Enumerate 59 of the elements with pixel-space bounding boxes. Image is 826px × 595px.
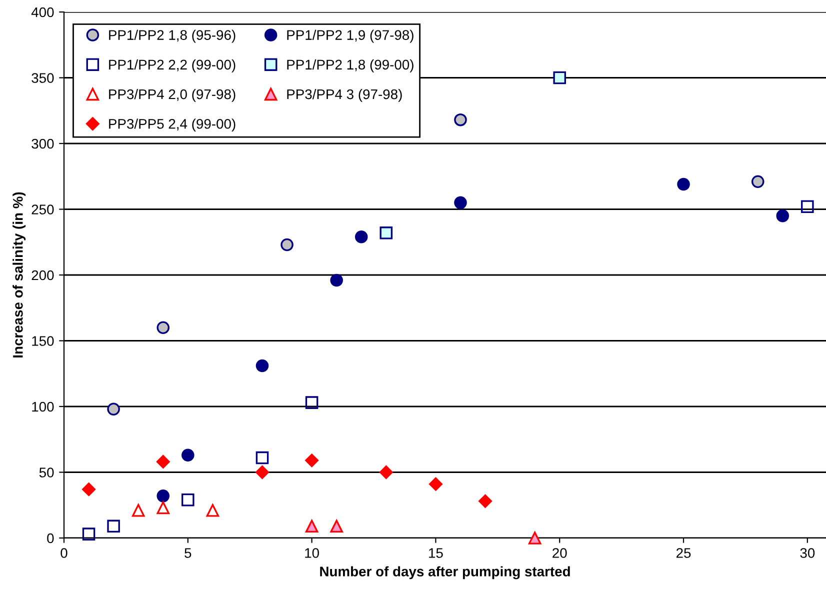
point <box>256 359 269 372</box>
y-tick-label: 400 <box>31 7 54 18</box>
point <box>330 274 343 287</box>
y-tick-label: 0 <box>47 533 54 544</box>
point <box>156 501 170 514</box>
point <box>280 238 294 252</box>
point <box>454 113 467 126</box>
point <box>528 532 542 544</box>
point <box>156 490 170 502</box>
point <box>751 175 764 188</box>
point <box>380 226 393 240</box>
y-tick-label: 50 <box>39 468 54 478</box>
y-tick-label: 200 <box>32 270 54 280</box>
x-tick-label: 5 <box>184 548 192 558</box>
y-tick-label: 350 <box>32 73 54 83</box>
legend-label: PP3/PP4 3 (97-98) <box>287 88 402 102</box>
point <box>354 230 368 244</box>
point <box>330 520 343 533</box>
point <box>182 448 194 462</box>
point <box>305 454 319 468</box>
point <box>107 520 120 533</box>
point <box>256 466 269 479</box>
y-tick-label: 250 <box>32 204 54 214</box>
point <box>379 466 393 479</box>
point <box>82 528 96 540</box>
x-tick-label: 20 <box>552 548 567 558</box>
point <box>677 178 690 191</box>
x-tick-label: 0 <box>60 548 68 558</box>
x-tick-label: 25 <box>676 548 691 558</box>
point <box>801 200 814 214</box>
y-tick-label: 300 <box>32 138 54 149</box>
legend-label: PP3/PP5 2,4 (99-00) <box>109 118 236 132</box>
point <box>206 504 220 517</box>
legend-label: PP1/PP2 1,8 (99-00) <box>287 59 414 72</box>
point <box>82 482 96 496</box>
point <box>182 493 194 506</box>
y-tick-label: 150 <box>32 336 54 346</box>
point <box>156 321 170 334</box>
point <box>305 396 318 409</box>
legend-label: PP3/PP4 2,0 (97-98) <box>109 88 236 102</box>
x-tick-label: 15 <box>429 548 443 558</box>
legend-label: PP1/PP2 1,9 (97-98) <box>287 30 414 43</box>
point <box>553 71 566 84</box>
point <box>107 402 120 416</box>
point <box>478 494 492 508</box>
point <box>156 455 170 468</box>
legend-label: PP1/PP2 2,2 (99-00) <box>109 59 236 72</box>
point <box>132 504 145 517</box>
point <box>305 520 318 533</box>
point <box>428 477 442 491</box>
x-axis-title: Number of days after pumping started <box>320 566 570 580</box>
point <box>256 451 269 464</box>
x-tick-label: 10 <box>305 548 319 558</box>
y-tick-label: 100 <box>32 402 54 412</box>
x-tick-label: 30 <box>800 548 815 558</box>
point <box>776 209 790 222</box>
legend-label: PP1/PP2 1,8 (95-96) <box>109 30 236 43</box>
y-axis-title: Increase of salinity (in %) <box>12 192 26 358</box>
point <box>454 196 467 210</box>
